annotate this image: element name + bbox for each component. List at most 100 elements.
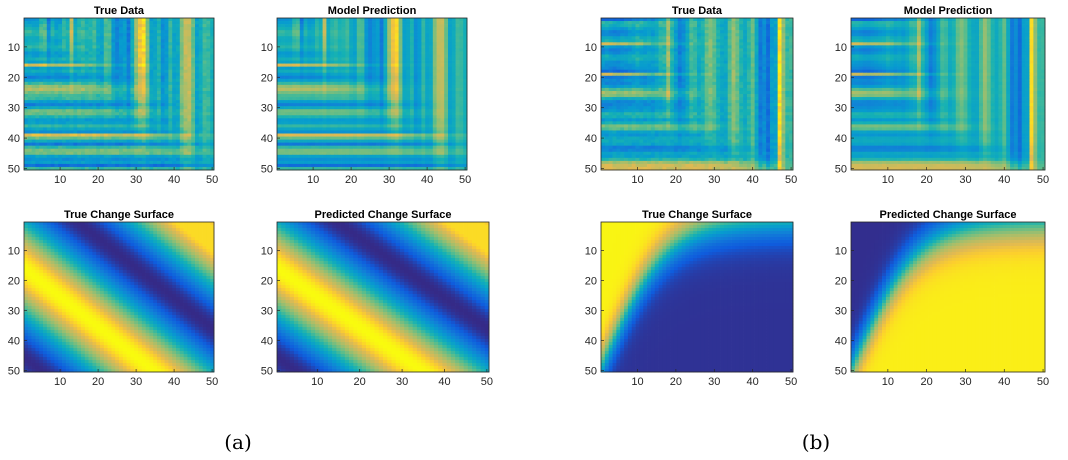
heatmap-cell: [195, 112, 199, 115]
heatmap-cell: [153, 161, 157, 164]
heatmap-cell: [349, 155, 353, 158]
heatmap-cell: [134, 33, 138, 36]
heatmap-cell: [410, 161, 414, 164]
heatmap-cell: [353, 143, 357, 146]
heatmap-cell: [127, 149, 131, 152]
heatmap-cell: [195, 73, 199, 76]
heatmap-cell: [134, 24, 138, 27]
heatmap-cell: [92, 118, 96, 121]
heatmap-cell: [364, 118, 368, 121]
heatmap-cell: [81, 100, 85, 103]
heatmap-cell: [130, 124, 134, 127]
heatmap-cell: [149, 155, 153, 158]
heatmap-cell: [43, 42, 47, 45]
heatmap-cell: [448, 73, 452, 76]
heatmap-cell: [187, 48, 191, 51]
heatmap-cell: [452, 70, 456, 73]
heatmap-cell: [315, 76, 319, 79]
heatmap-cell: [296, 97, 300, 100]
heatmap-cell: [104, 127, 108, 130]
heatmap-cell: [452, 94, 456, 97]
heatmap-cell: [277, 146, 281, 149]
heatmap-cell: [70, 109, 74, 112]
heatmap-cell: [104, 27, 108, 30]
heatmap-cell: [300, 88, 304, 91]
heatmap-cell: [440, 67, 444, 70]
heatmap-cell: [24, 67, 28, 70]
heatmap-cell: [296, 27, 300, 30]
heatmap-cell: [304, 67, 308, 70]
heatmap-cell: [70, 21, 74, 24]
heatmap-cell: [429, 112, 433, 115]
heatmap-cell: [123, 21, 127, 24]
heatmap-cell: [319, 97, 323, 100]
heatmap-cell: [176, 88, 180, 91]
heatmap-cell: [62, 127, 66, 130]
heatmap-cell: [119, 112, 123, 115]
heatmap-cell: [342, 106, 346, 109]
heatmap-cell: [184, 91, 188, 94]
heatmap-cell: [307, 106, 311, 109]
heatmap-cell: [281, 54, 285, 57]
heatmap-cell: [54, 143, 58, 146]
heatmap-cell: [100, 152, 104, 155]
heatmap-cell: [108, 137, 112, 140]
heatmap-cell: [456, 76, 460, 79]
heatmap-cell: [199, 21, 203, 24]
heatmap-cell: [203, 149, 207, 152]
heatmap-cell: [402, 91, 406, 94]
heatmap-cell: [203, 51, 207, 54]
heatmap-cell: [421, 48, 425, 51]
heatmap-cell: [342, 97, 346, 100]
heatmap-cell: [195, 79, 199, 82]
heatmap-cell: [206, 127, 210, 130]
heatmap-cell: [334, 94, 338, 97]
heatmap-cell: [364, 42, 368, 45]
heatmap-cell: [70, 33, 74, 36]
heatmap-cell: [142, 24, 146, 27]
heatmap-cell: [195, 149, 199, 152]
heatmap-cell: [444, 39, 448, 42]
heatmap-cell: [66, 137, 70, 140]
heatmap-cell: [395, 97, 399, 100]
heatmap-cell: [81, 124, 85, 127]
heatmap-cell: [421, 124, 425, 127]
heatmap-cell: [383, 146, 387, 149]
heatmap-cell: [440, 118, 444, 121]
heatmap-cell: [342, 137, 346, 140]
heatmap-cell: [444, 91, 448, 94]
heatmap-cell: [292, 24, 296, 27]
heatmap-cell: [206, 42, 210, 45]
heatmap-cell: [323, 106, 327, 109]
heatmap-cell: [165, 21, 169, 24]
heatmap-cell: [73, 146, 77, 149]
heatmap-cell: [338, 106, 342, 109]
heatmap-cell: [361, 27, 365, 30]
heatmap-cell: [161, 73, 165, 76]
heatmap-cell: [281, 100, 285, 103]
heatmap-cell: [81, 73, 85, 76]
heatmap-cell: [399, 88, 403, 91]
heatmap-cell: [406, 82, 410, 85]
heatmap-cell: [387, 134, 391, 137]
heatmap-cell: [456, 91, 460, 94]
heatmap-cell: [115, 67, 119, 70]
heatmap-cell: [70, 118, 74, 121]
heatmap-cell: [429, 164, 433, 167]
heatmap-cell: [300, 39, 304, 42]
heatmap-cell: [433, 100, 437, 103]
heatmap-cell: [440, 45, 444, 48]
heatmap-cell: [39, 124, 43, 127]
heatmap-cell: [334, 121, 338, 124]
heatmap-cell: [349, 124, 353, 127]
heatmap-cell: [288, 152, 292, 155]
heatmap-cell: [66, 27, 70, 30]
heatmap-cell: [119, 152, 123, 155]
heatmap-cell: [165, 97, 169, 100]
heatmap-cell: [319, 51, 323, 54]
heatmap-cell: [58, 70, 62, 73]
heatmap-cell: [372, 33, 376, 36]
heatmap-cell: [199, 146, 203, 149]
heatmap-cell: [168, 42, 172, 45]
heatmap-cell: [138, 97, 142, 100]
